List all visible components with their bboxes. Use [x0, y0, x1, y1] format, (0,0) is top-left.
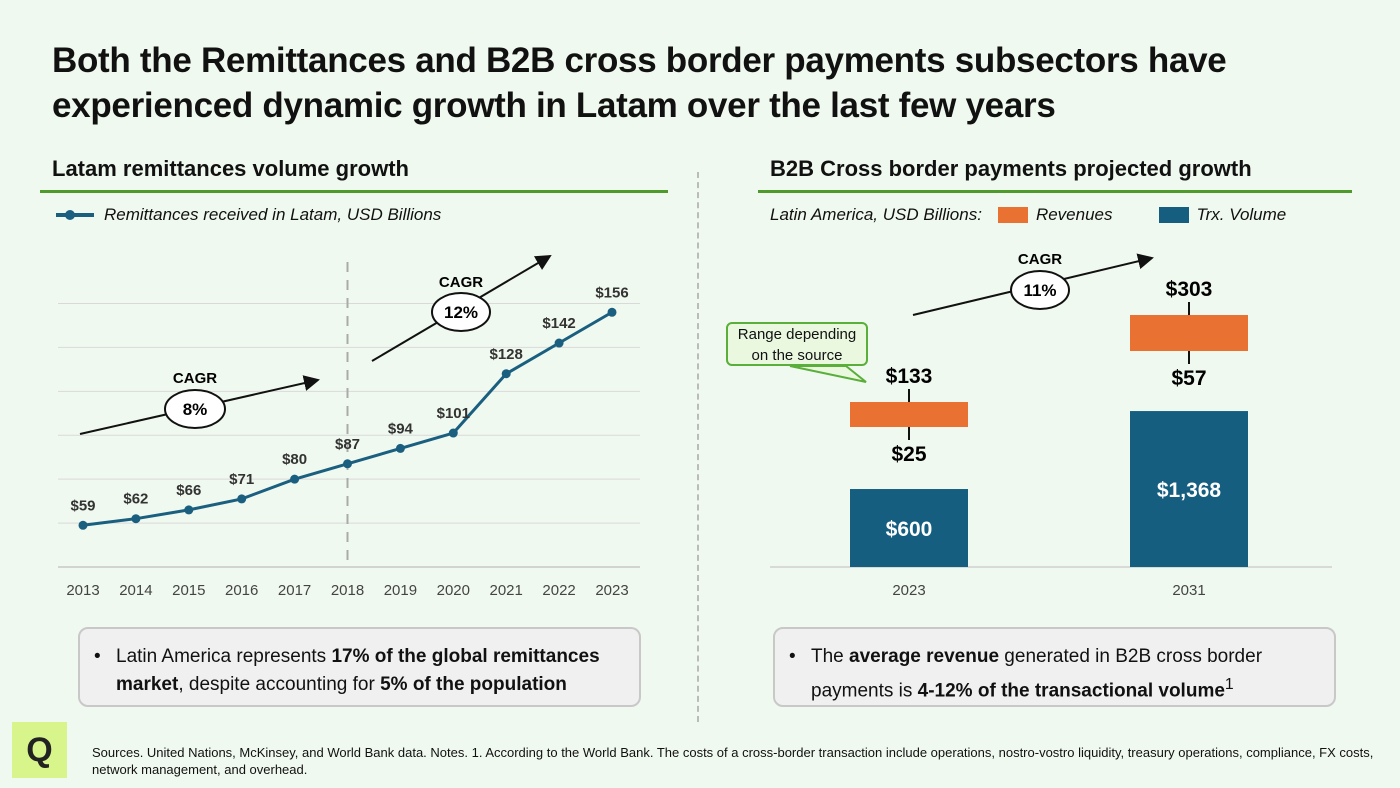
logo: Q [12, 722, 67, 778]
data-point [290, 474, 300, 484]
x-tick-label: 2013 [66, 582, 99, 599]
cagr-ellipse [164, 389, 226, 429]
revenue-range-box [1130, 315, 1248, 351]
right-legend: Latin America, USD Billions: Revenues Tr… [770, 205, 1286, 225]
x-tick-label: 2021 [490, 582, 523, 599]
cagr-value: 12% [444, 303, 478, 322]
x-tick-label: 2017 [278, 582, 311, 599]
note-bold: 4-12% of the transactional volume [917, 680, 1225, 702]
x-tick-label: 2020 [437, 582, 470, 599]
x-tick-label: 2016 [225, 582, 258, 599]
volume-bar [850, 489, 968, 567]
data-point [395, 443, 405, 453]
data-label: $66 [176, 482, 201, 499]
footer-sources: Sources. United Nations, McKinsey, and W… [92, 745, 1374, 777]
note-text: generated in B2B cross border payments i… [811, 646, 1263, 702]
data-label: $156 [595, 284, 628, 301]
right-legend-prefix: Latin America, USD Billions: [770, 205, 982, 224]
cagr-value: 11% [1023, 281, 1056, 300]
revenue-range-box [850, 402, 968, 427]
data-label: $62 [123, 491, 148, 508]
left-note-box: • Latin America represents 17% of the gl… [78, 627, 641, 707]
callout-pointer [789, 365, 867, 383]
right-heading-underline [758, 190, 1352, 193]
volume-label: $1,368 [1157, 479, 1222, 502]
note-bold: average revenue [849, 646, 1000, 667]
revenues-legend-label: Revenues [1035, 205, 1113, 224]
data-point [237, 494, 247, 504]
bullet-icon: • [789, 646, 796, 667]
right-note-box: • The average revenue generated in B2B c… [773, 627, 1336, 707]
data-label: $128 [490, 346, 523, 363]
cagr-label: CAGR [439, 274, 483, 291]
b2b-bar-chart: $600 $133 $25 2023 $1,368 $303 $57 2031 CAGR 11% [770, 251, 1332, 599]
data-label: $80 [282, 451, 307, 468]
cagr-label: CAGR [173, 370, 217, 387]
data-label: $101 [437, 405, 470, 422]
note-text: The [811, 646, 850, 667]
x-tick-label: 2031 [1172, 582, 1205, 599]
revenues-swatch-icon [997, 207, 1028, 223]
x-tick-label: 2014 [119, 582, 152, 599]
x-tick-label: 2023 [595, 582, 628, 599]
left-section-heading: Latam remittances volume growth [52, 156, 409, 181]
slide-title: Both the Remittances and B2B cross borde… [52, 41, 1227, 125]
left-legend: Remittances received in Latam, USD Billi… [54, 205, 441, 225]
right-section-heading: B2B Cross border payments projected grow… [770, 156, 1252, 181]
left-heading-underline [40, 190, 668, 193]
left-legend-label: Remittances received in Latam, USD Billi… [104, 205, 442, 224]
revenue-low-label: $57 [1171, 367, 1206, 390]
range-callout: Range depending on the source [726, 322, 868, 366]
x-tick-label: 2023 [892, 582, 925, 599]
bullet-icon: • [94, 646, 101, 667]
cagr-ellipse [1010, 270, 1070, 310]
note-text: , despite accounting for [178, 674, 381, 695]
x-tick-label: 2022 [542, 582, 575, 599]
data-point [78, 520, 88, 530]
data-point [343, 459, 352, 469]
data-label: $59 [70, 497, 95, 514]
data-point [554, 338, 564, 348]
data-point [184, 505, 194, 515]
revenue-high-label: $133 [886, 365, 933, 388]
data-point [607, 307, 617, 317]
revenue-low-label: $25 [891, 443, 926, 466]
x-tick-label: 2019 [384, 582, 417, 599]
cagr-label: CAGR [1018, 251, 1062, 268]
line-legend-icon [56, 210, 94, 220]
note-bold: 5% of the population [380, 674, 567, 695]
remittances-line-chart: $59 2013 $62 2014 $66 2015 $71 2016 $80 2017 $87 20… [58, 254, 640, 599]
volume-label: $600 [886, 518, 933, 541]
volume-legend-label: Trx. Volume [1196, 205, 1287, 224]
data-point [131, 514, 141, 524]
volume-swatch-icon [1158, 207, 1189, 223]
x-tick-label: 2015 [172, 582, 205, 599]
data-point [501, 369, 511, 379]
data-label: $142 [542, 315, 575, 332]
revenue-high-label: $303 [1166, 278, 1213, 301]
data-label: $94 [388, 420, 414, 437]
data-label: $87 [335, 436, 360, 453]
cagr-value: 8% [183, 400, 208, 419]
volume-bar [1130, 411, 1248, 567]
note-bold: 17% of the global remittances market [116, 646, 600, 695]
data-label: $71 [229, 471, 254, 488]
note-text: Latin America represents [116, 646, 332, 667]
x-tick-label: 2018 [331, 582, 364, 599]
data-point [448, 428, 458, 438]
footnote-marker: 1 [1224, 676, 1234, 693]
section-divider [697, 172, 699, 722]
cagr-ellipse [431, 292, 491, 332]
